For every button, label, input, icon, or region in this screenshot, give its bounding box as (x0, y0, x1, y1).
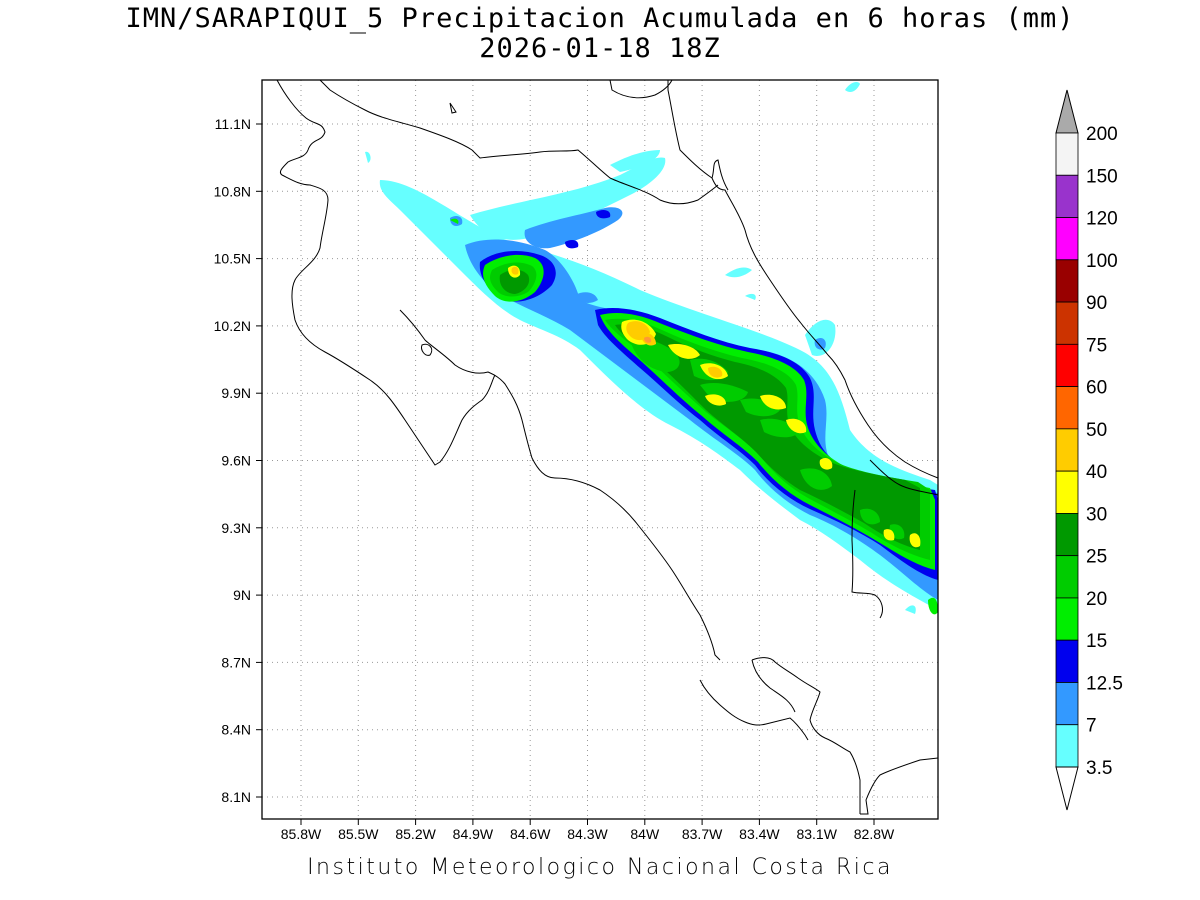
lon-tick-label: 84.6W (510, 826, 551, 842)
colorbar-label: 20 (1086, 589, 1107, 610)
lon-tick-label: 85.8W (281, 826, 322, 842)
lat-tick-label: 9.6N (221, 453, 251, 469)
axis-ticks: 85.8W 85.5W 85.2W 84.9W 84.6W 84.3W 84W 83.7W 83… (214, 116, 895, 842)
colorbar-label: 50 (1086, 420, 1107, 441)
colorbar-segment (1055, 597, 1079, 641)
lon-tick-label: 82.8W (854, 826, 895, 842)
lon-tick-label: 83.4W (739, 826, 780, 842)
lat-tick-label: 10.2N (214, 318, 251, 334)
colorbar-label: 120 (1086, 209, 1118, 230)
colorbar-segment (1055, 428, 1079, 472)
footer-credit: Instituto Meteorologico Nacional Costa R… (307, 855, 893, 880)
colorbar-segment (1055, 343, 1079, 388)
colorbar-segment (1055, 513, 1079, 557)
colorbar-segment (1055, 724, 1079, 768)
lon-tick-label: 83.1W (796, 826, 837, 842)
colorbar-segment (1055, 639, 1079, 683)
lat-tick-label: 10.8N (214, 183, 251, 199)
coastline-borders (276, 79, 939, 815)
lon-tick-label: 83.7W (682, 826, 723, 842)
lon-tick-label: 84W (630, 826, 660, 842)
colorbar-label: 15 (1086, 631, 1107, 652)
lat-tick-label: 9.9N (221, 385, 251, 401)
colorbar-segment (1055, 470, 1079, 514)
plot-frame (261, 79, 939, 820)
colorbar-label: 40 (1086, 462, 1107, 483)
lat-tick-label: 11.1N (215, 116, 251, 132)
precip-50mm (644, 336, 652, 343)
colorbar: 3.5 7 12.5 15 20 25 30 40 50 60 75 90 100 120 150 200 (1055, 89, 1123, 811)
map-title: IMN/SARAPIQUI_5 Precipitacion Acumulada … (125, 3, 1075, 34)
colorbar-segment (1055, 259, 1079, 303)
graticule (262, 80, 938, 819)
colorbar-label: 25 (1086, 547, 1107, 568)
colorbar-label: 12.5 (1086, 673, 1123, 694)
precip-25-30mm (499, 269, 920, 550)
lon-tick-label: 84.9W (453, 826, 494, 842)
colorbar-label: 75 (1086, 335, 1107, 356)
lon-tick-label: 85.5W (338, 826, 379, 842)
map-date: 2026-01-18 18Z (479, 33, 721, 64)
colorbar-label: 30 (1086, 504, 1107, 525)
lat-tick-label: 9N (233, 587, 251, 603)
colorbar-segment (1055, 217, 1079, 261)
lon-tick-label: 84.3W (567, 826, 608, 842)
colorbar-segment (1055, 682, 1079, 726)
lat-tick-label: 8.7N (221, 654, 251, 670)
colorbar-min-arrow (1055, 766, 1079, 811)
colorbar-segment (1055, 555, 1079, 599)
colorbar-label: 60 (1086, 378, 1107, 399)
colorbar-segment (1055, 132, 1079, 176)
colorbar-segment (1055, 301, 1079, 345)
colorbar-label: 100 (1086, 251, 1118, 272)
colorbar-label: 7 (1086, 716, 1097, 737)
colorbar-segment (1055, 386, 1079, 430)
colorbar-label: 3.5 (1086, 758, 1112, 779)
lat-tick-label: 10.5N (214, 251, 251, 267)
lat-tick-label: 8.4N (221, 722, 251, 738)
lat-tick-label: 8.1N (221, 789, 251, 805)
precipitation-field (365, 82, 938, 615)
colorbar-label: 200 (1086, 124, 1118, 145)
colorbar-segment (1055, 174, 1079, 218)
lat-tick-label: 9.3N (221, 520, 251, 536)
lon-tick-label: 85.2W (395, 826, 436, 842)
colorbar-max-arrow (1055, 89, 1079, 134)
colorbar-label: 90 (1086, 293, 1107, 314)
colorbar-label: 150 (1086, 166, 1118, 187)
